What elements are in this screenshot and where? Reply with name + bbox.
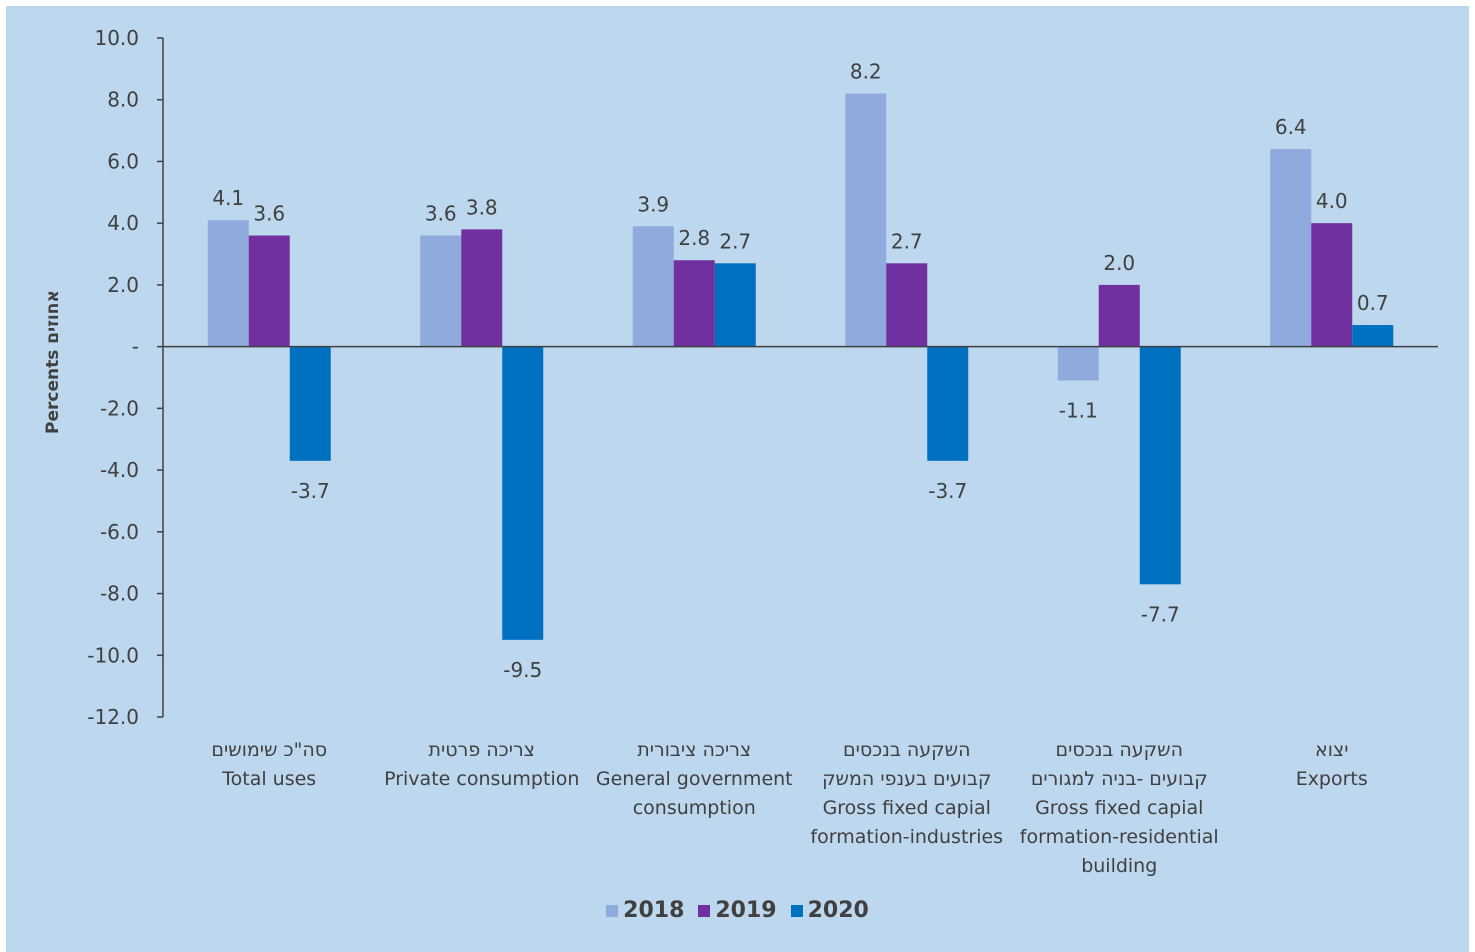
y-tick-label: -2.0 bbox=[100, 396, 139, 420]
y-tick-label: 10.0 bbox=[94, 26, 139, 50]
bar-2018-0 bbox=[207, 220, 249, 347]
legend-label: 2020 bbox=[807, 898, 869, 923]
data-label-2019-3: 2.7 bbox=[891, 229, 923, 253]
category-label: Private consumption bbox=[384, 768, 579, 790]
data-label-2020-0: -3.7 bbox=[291, 479, 330, 503]
bar-2019-2 bbox=[673, 260, 715, 347]
category-label: Gross fixed capial bbox=[823, 797, 991, 819]
category-label: השקעה בנכסים bbox=[843, 739, 971, 761]
data-label-2019-1: 3.8 bbox=[466, 195, 498, 219]
data-label-2018-0: 4.1 bbox=[212, 186, 244, 210]
legend-swatch bbox=[606, 904, 619, 917]
data-label-2019-2: 2.8 bbox=[678, 226, 710, 250]
category-label: יצוא bbox=[1315, 739, 1348, 761]
bar-2020-4 bbox=[1139, 346, 1181, 585]
y-tick-label: 4.0 bbox=[107, 211, 139, 235]
y-tick-label: 6.0 bbox=[107, 149, 139, 173]
legend: 2018 2019 2020 bbox=[0, 898, 1475, 923]
y-tick-label: 8.0 bbox=[107, 88, 139, 112]
category-label: building bbox=[1081, 855, 1157, 877]
data-label-2019-0: 3.6 bbox=[253, 202, 285, 226]
category-label: Gross fixed capial bbox=[1035, 797, 1203, 819]
data-label-2018-1: 3.6 bbox=[425, 202, 457, 226]
bar-2020-3 bbox=[927, 346, 969, 461]
data-label-2020-3: -3.7 bbox=[928, 479, 967, 503]
bar-2018-1 bbox=[420, 235, 462, 347]
category-label: קבועים בענפי המשק bbox=[822, 768, 991, 790]
bar-2018-5 bbox=[1270, 149, 1312, 347]
data-label-2018-5: 6.4 bbox=[1275, 115, 1307, 139]
y-axis-title: Percents אחוזים bbox=[43, 290, 63, 434]
bar-2020-1 bbox=[502, 346, 544, 640]
category-label: צריכה פרטית bbox=[429, 739, 535, 761]
legend-item-2020: 2020 bbox=[790, 898, 869, 923]
category-label: formation-residential bbox=[1020, 826, 1219, 848]
legend-swatch bbox=[698, 904, 711, 917]
y-tick-label: -8.0 bbox=[100, 582, 139, 606]
y-tick-label: -12.0 bbox=[87, 705, 139, 729]
category-label: consumption bbox=[633, 797, 756, 819]
category-label: General government bbox=[596, 768, 793, 790]
y-tick-label: -6.0 bbox=[100, 520, 139, 544]
category-label: סה"כ שימושים bbox=[211, 739, 327, 761]
bar-2019-4 bbox=[1098, 284, 1140, 347]
data-label-2018-4: -1.1 bbox=[1059, 399, 1098, 423]
data-label-2020-5: 0.7 bbox=[1357, 291, 1389, 315]
bar-2018-3 bbox=[845, 93, 887, 347]
legend-item-2018: 2018 bbox=[606, 898, 684, 923]
bar-2019-3 bbox=[886, 263, 928, 347]
y-tick-label: -10.0 bbox=[87, 643, 139, 667]
y-tick-label: - bbox=[132, 335, 139, 359]
y-tick-label: 2.0 bbox=[107, 273, 139, 297]
bar-2020-2 bbox=[714, 263, 756, 347]
data-label-2020-4: -7.7 bbox=[1141, 602, 1180, 626]
data-label-2018-3: 8.2 bbox=[850, 60, 882, 84]
category-label: formation-industries bbox=[810, 826, 1003, 848]
data-label-2018-2: 3.9 bbox=[637, 192, 669, 216]
legend-label: 2019 bbox=[715, 898, 777, 923]
legend-swatch bbox=[790, 904, 803, 917]
chart-area bbox=[6, 6, 1469, 952]
bar-2019-0 bbox=[248, 235, 290, 347]
y-tick-label: -4.0 bbox=[100, 458, 139, 482]
data-label-2019-4: 2.0 bbox=[1103, 251, 1135, 275]
bar-2020-0 bbox=[289, 346, 331, 461]
legend-item-2019: 2019 bbox=[698, 898, 777, 923]
bar-2019-5 bbox=[1311, 223, 1353, 347]
category-label: צריכה ציבורית bbox=[637, 739, 751, 761]
bar-2018-4 bbox=[1057, 346, 1099, 381]
data-label-2019-5: 4.0 bbox=[1316, 189, 1348, 213]
category-label: Total uses bbox=[221, 768, 316, 790]
data-label-2020-1: -9.5 bbox=[503, 658, 542, 682]
bar-2018-2 bbox=[632, 226, 674, 347]
category-label: Exports bbox=[1296, 768, 1368, 790]
category-label: השקעה בנכסים bbox=[1055, 739, 1183, 761]
data-label-2020-2: 2.7 bbox=[719, 229, 751, 253]
bar-2020-5 bbox=[1352, 325, 1394, 347]
legend-label: 2018 bbox=[623, 898, 685, 923]
bar-2019-1 bbox=[461, 229, 503, 347]
category-label: קבועים -בניה למגורים bbox=[1031, 768, 1208, 790]
